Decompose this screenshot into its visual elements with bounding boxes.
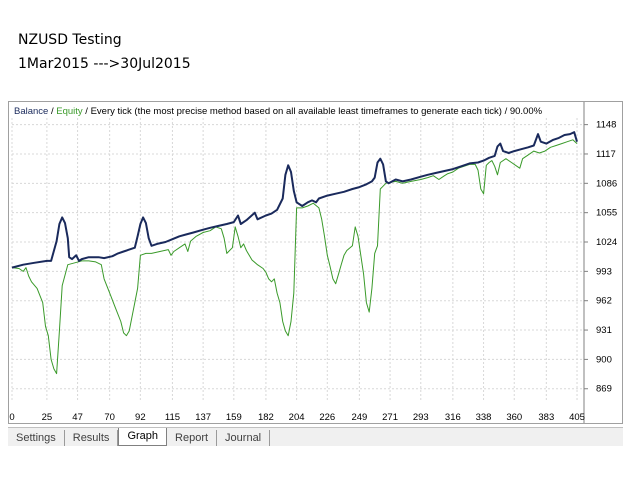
x-tick-label: 226 [319,412,335,423]
x-tick-label: 47 [72,412,83,423]
tab-results[interactable]: Results [65,430,119,446]
y-tick-label: 1055 [596,208,617,219]
tab-journal[interactable]: Journal [217,430,271,446]
chart-header-description: / Every tick (the most precise method ba… [83,106,543,117]
equity-series-line [11,139,578,375]
x-tick-label: 182 [258,412,274,423]
x-tick-label: 405 [569,412,585,423]
y-tick-label: 931 [596,325,612,336]
balance-equity-chart: Balance / Equity / Every tick (the most … [8,101,623,424]
chart-grid [11,118,584,402]
chart-y-axis: 1148 1117 1086 1055 1024 993 962 931 900 869 [583,102,617,423]
x-tick-label: 316 [445,412,461,423]
x-tick-label: 92 [135,412,146,423]
y-tick-label: 900 [596,354,612,365]
x-tick-label: 204 [289,412,305,423]
x-tick-label: 159 [226,412,242,423]
x-tick-label: 137 [195,412,211,423]
y-tick-label: 869 [596,384,612,395]
x-tick-label: 0 [9,412,14,423]
tab-report[interactable]: Report [167,430,218,446]
tab-graph[interactable]: Graph [118,428,168,446]
chart-canvas: Balance / Equity / Every tick (the most … [9,102,617,423]
x-tick-label: 70 [104,412,115,423]
chart-header-balance: Balance [14,106,48,117]
report-period: 1Mar2015 --->30Jul2015 [18,56,191,72]
chart-header-equity: Equity [56,106,83,117]
tab-settings[interactable]: Settings [8,430,65,446]
report-title: NZUSD Testing [18,32,122,48]
x-tick-label: 25 [42,412,53,423]
x-tick-label: 115 [165,412,180,423]
x-tick-label: 338 [476,412,492,423]
x-tick-label: 360 [506,412,522,423]
chart-header-separator: / [48,106,56,117]
y-tick-label: 962 [596,296,612,307]
tester-tabs: Settings Results Graph Report Journal [8,427,623,446]
x-tick-label: 271 [382,412,398,423]
chart-series [11,131,578,375]
y-tick-label: 1148 [596,120,616,131]
x-tick-label: 249 [351,412,367,423]
y-tick-label: 1086 [596,178,617,189]
y-tick-label: 1117 [596,149,616,160]
balance-series-line [11,131,578,269]
x-tick-label: 383 [538,412,554,423]
y-tick-label: 1024 [596,237,617,248]
x-tick-label: 293 [413,412,429,423]
chart-header: Balance / Equity / Every tick (the most … [14,106,543,117]
y-tick-label: 993 [596,266,612,277]
chart-x-axis: 0 25 47 70 92 115 137 159 182 204 226 249 271 293 316 3… [9,412,585,423]
